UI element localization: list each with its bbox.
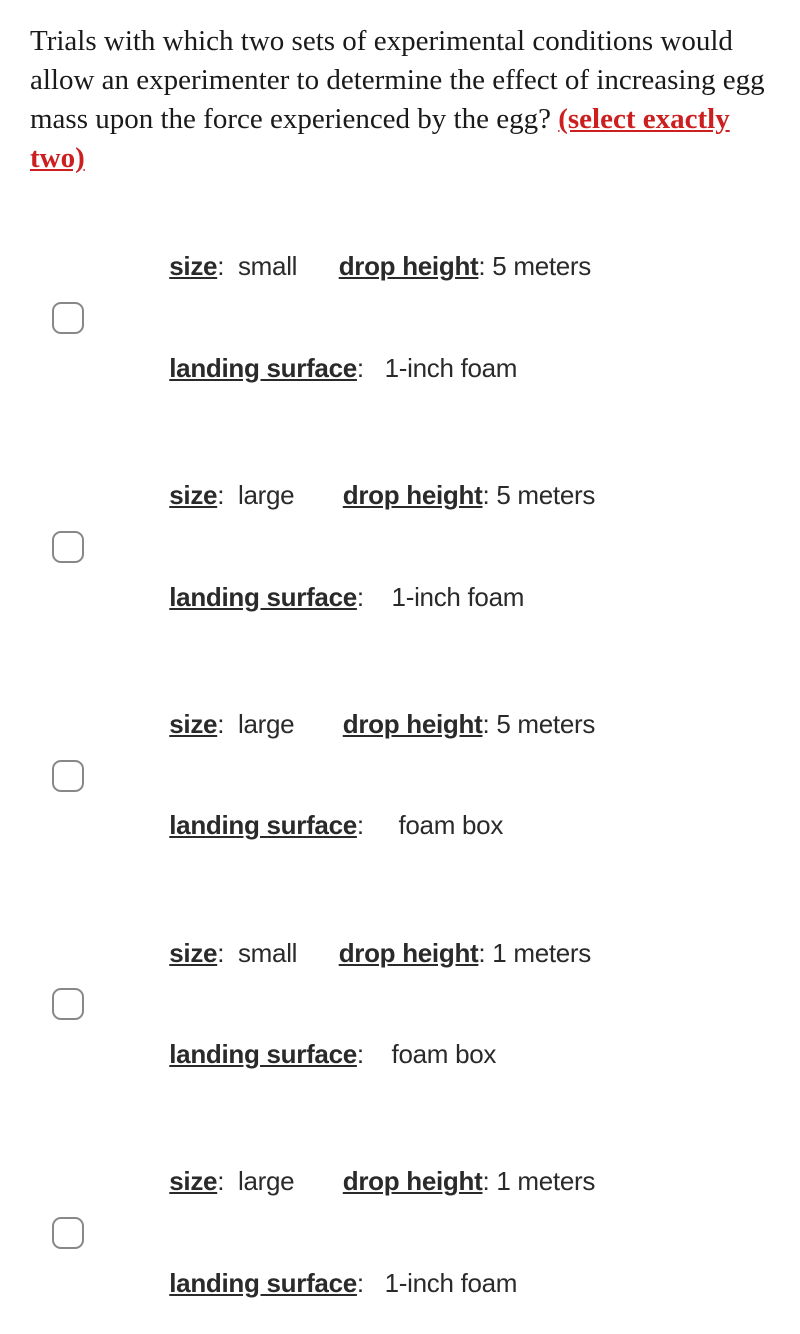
size-value-text: large [238,709,294,739]
size-value-text: large [238,1166,294,1196]
options-list: size: small drop height: 5 meters landin… [30,217,770,1334]
checkbox-icon[interactable] [52,531,84,563]
drop-height-value: 5 meters [492,251,591,281]
option-body: size: small drop height: 1 meters landin… [100,903,591,1106]
question-prompt: Trials with which two sets of experiment… [30,22,770,179]
checkbox-icon[interactable] [52,1217,84,1249]
option-body: size: large drop height: 5 meters landin… [100,674,595,877]
landing-surface-value: 1-inch foam [392,582,525,612]
option-row[interactable]: size: small drop height: 5 meters landin… [52,217,770,420]
size-label: size [169,709,217,739]
option-row[interactable]: size: small drop height: 1 meters landin… [52,903,770,1106]
checkbox-icon[interactable] [52,988,84,1020]
option-row[interactable]: size: large drop height: 5 meters landin… [52,445,770,648]
size-value-text: small [238,251,297,281]
option-body: size: large drop height: 1 meters landin… [100,1132,595,1334]
drop-height-label: drop height [343,1166,483,1196]
size-label: size [169,251,217,281]
landing-surface-value: 1-inch foam [385,1268,518,1298]
option-row[interactable]: size: large drop height: 1 meters landin… [52,1132,770,1334]
landing-surface-label: landing surface [169,582,357,612]
landing-surface-label: landing surface [169,810,357,840]
option-body: size: large drop height: 5 meters landin… [100,445,595,648]
landing-surface-value: 1-inch foam [385,353,518,383]
drop-height-value: 1 meters [496,1166,595,1196]
landing-surface-label: landing surface [169,1039,357,1069]
drop-height-value: 5 meters [496,480,595,510]
size-label: size [169,1166,217,1196]
size-value-text: small [238,938,297,968]
size-value-text: large [238,480,294,510]
drop-height-value: 5 meters [496,709,595,739]
option-body: size: small drop height: 5 meters landin… [100,217,591,420]
checkbox-icon[interactable] [52,302,84,334]
size-value: : [217,251,238,281]
landing-surface-label: landing surface [169,353,357,383]
checkbox-icon[interactable] [52,760,84,792]
option-row[interactable]: size: large drop height: 5 meters landin… [52,674,770,877]
drop-height-label: drop height [339,938,479,968]
landing-surface-value: foam box [392,1039,497,1069]
drop-height-label: drop height [343,709,483,739]
question-page: Trials with which two sets of experiment… [0,0,800,1334]
drop-height-label: drop height [339,251,479,281]
size-label: size [169,938,217,968]
drop-height-label: drop height [343,480,483,510]
landing-surface-value: foam box [398,810,503,840]
drop-height-value: 1 meters [492,938,591,968]
size-label: size [169,480,217,510]
landing-surface-label: landing surface [169,1268,357,1298]
